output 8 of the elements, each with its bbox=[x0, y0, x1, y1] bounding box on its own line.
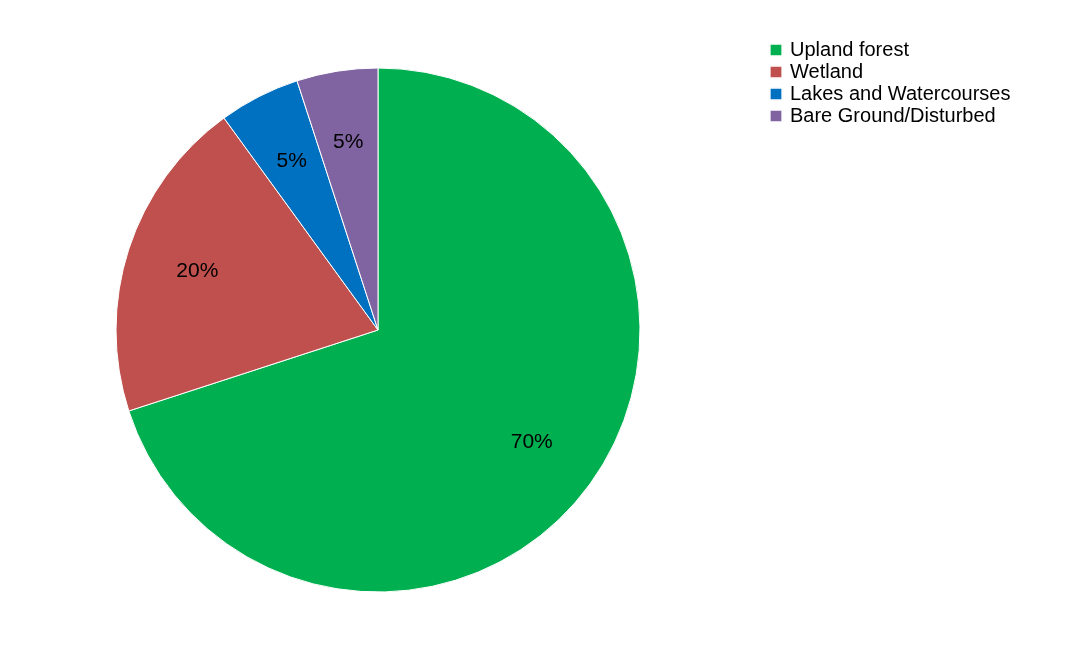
data-label: 20% bbox=[176, 258, 219, 282]
legend-label: Wetland bbox=[790, 60, 864, 82]
legend-label: Bare Ground/Disturbed bbox=[790, 104, 996, 126]
legend-label: Lakes and Watercourses bbox=[790, 82, 1011, 104]
data-label: 5% bbox=[333, 129, 364, 153]
legend-label: Upland forest bbox=[790, 38, 910, 60]
data-label: 70% bbox=[510, 428, 553, 452]
data-label: 5% bbox=[276, 147, 307, 171]
